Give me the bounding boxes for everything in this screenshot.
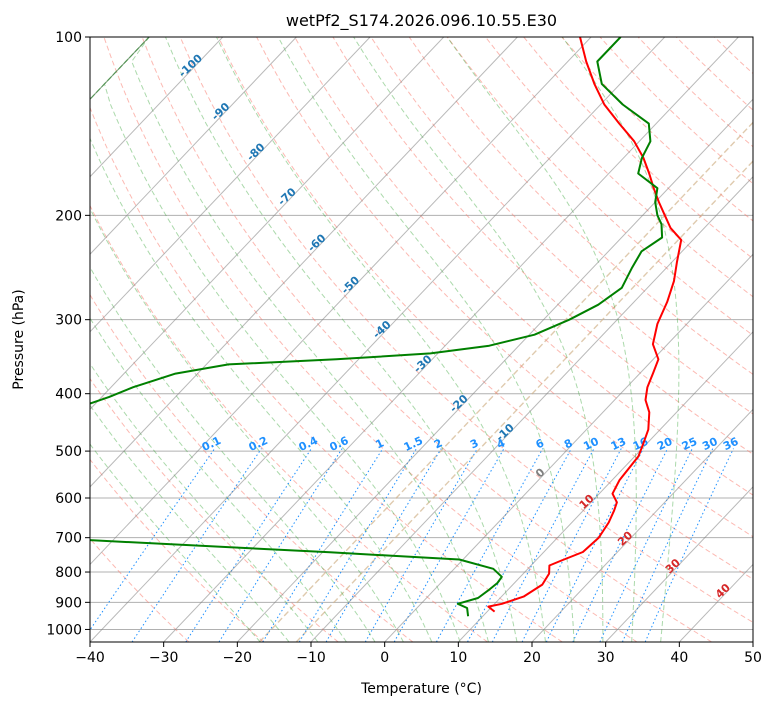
isotherm [531,408,753,642]
y-tick-label: 800 [55,565,82,581]
moist-adiabat [103,37,461,642]
temperature-profile [487,37,683,613]
dgz-isotherm [295,160,753,642]
isotherm [236,98,753,642]
mixing-ratio-line [599,448,693,642]
mixing-ratio-line [90,448,216,631]
y-axis-ticks: 1000 900 800 700 600 500 400 300 200 100 [46,30,90,638]
dry-adiabat [370,37,753,415]
mixing-ratio-line [621,448,714,642]
mixing-ratio-label: 30 [700,435,720,453]
isotherm [90,37,518,488]
isotherm [90,37,666,642]
moist-adiabat [90,37,376,642]
y-tick-label: 700 [55,531,82,547]
y-tick-label: 100 [55,30,82,46]
isotherm [605,486,753,642]
y-axis-label: Pressure (hPa) [11,289,27,389]
moist-adiabat [165,37,518,642]
moist-adiabat [90,37,433,642]
y-tick-label: 200 [55,208,82,224]
mixing-ratio-line [185,448,312,642]
isotherm [90,37,224,178]
dry-adiabat [294,37,753,496]
y-tick-label: 500 [55,444,82,460]
mixing-ratio-lines [90,448,734,642]
dgz-band-group [258,121,753,642]
mixing-ratio-line [521,448,622,642]
x-tick-label: 40 [670,650,688,666]
moist-adiabat [90,37,347,642]
x-axis-ticks: −40 −30 −20 −10 0 10 20 30 40 50 [75,642,762,666]
isotherm [163,37,739,642]
dry-adiabat [179,37,753,623]
moist-adiabat [446,37,637,642]
isotherm [384,253,753,642]
moist-adiabat [90,37,319,642]
dry-adiabat [90,537,190,642]
isotherm [310,176,753,642]
mixing-ratio-line [298,448,417,642]
x-tick-label: −20 [223,650,253,666]
mixing-ratio-label: 13 [609,435,628,453]
dewpoint-profile [90,37,664,617]
x-tick-label: 20 [523,650,541,666]
mixing-ratio-label: 10 [581,435,601,453]
dry-adiabat [103,37,638,642]
x-tick-label: 0 [380,650,389,666]
mixing-ratio-line [131,448,262,642]
x-tick-label: −30 [149,650,179,666]
moist-adiabat [90,37,261,642]
mixing-ratio-label: 36 [721,435,741,453]
dry-adiabat [408,37,753,375]
mixing-ratio-label: 25 [680,435,699,453]
dry-adiabat [90,204,488,642]
mixing-ratio-line [364,448,478,642]
moist-adiabat [216,37,546,642]
isotherm [90,37,445,411]
dry-adiabat [90,106,563,642]
profiles [90,37,683,617]
plot-area: 0.1 0.2 0.4 0.6 1 1.5 2 3 4 6 8 10 13 16 20 25 30 36-100-… [90,37,753,642]
plot-frame [89,36,754,643]
mixing-ratio-line [467,448,572,642]
isotherm [457,331,753,642]
x-tick-label: 10 [449,650,467,666]
isotherm [90,37,297,256]
isotherm [90,37,371,333]
x-tick-label: 30 [597,650,615,666]
mixing-ratio-line [218,448,343,642]
y-tick-label: 1000 [46,622,82,638]
moist-adiabat [90,37,404,642]
x-axis-label: Temperature (°C) [360,681,482,697]
dry-adiabat [485,37,753,298]
mixing-ratio-label: 20 [655,435,675,453]
dry-adiabat [90,458,264,642]
x-tick-label: 50 [744,650,762,666]
dgz-isotherm [258,121,753,642]
y-tick-label: 300 [55,313,82,329]
dry-adiabat [141,37,712,642]
x-tick-label: −10 [296,650,326,666]
y-tick-label: 600 [55,491,82,507]
y-tick-label: 900 [55,595,82,611]
y-tick-label: 400 [55,387,82,403]
moist-adiabat [353,37,604,642]
chart-title: wetPf2_S174.2026.096.10.55.E30 [286,11,557,31]
x-tick-label: −40 [75,650,105,666]
mixing-ratio-line [262,448,384,642]
moist-adiabat [131,37,489,642]
